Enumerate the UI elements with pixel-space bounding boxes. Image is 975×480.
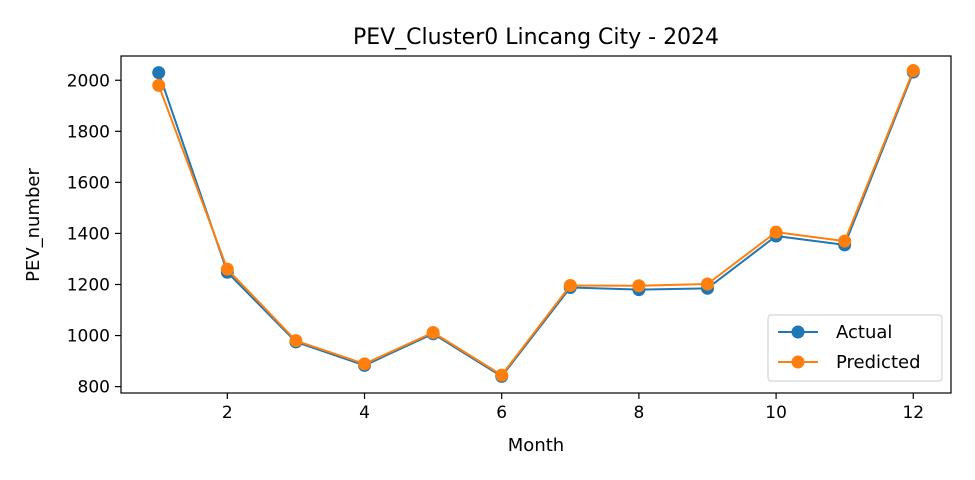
x-tick-label: 8 [633, 403, 644, 423]
series-line-predicted [157, 70, 915, 377]
x-tick-label: 10 [765, 403, 787, 423]
y-tick-label: 800 [78, 378, 110, 398]
series-line-actual [157, 71, 915, 378]
data-point-predicted [700, 277, 714, 291]
y-tick-label: 1800 [67, 122, 110, 142]
data-point-predicted [769, 225, 783, 239]
x-tick-label: 6 [496, 403, 507, 423]
chart-title: PEV_Cluster0 Lincang City - 2024 [353, 25, 719, 50]
legend-actual-label: Actual [836, 322, 892, 343]
data-point-predicted [563, 279, 577, 293]
legend-predicted-marker [791, 355, 805, 369]
data-point-predicted [220, 262, 234, 276]
y-tick-label: 1600 [67, 173, 110, 193]
y-axis-label: PEV_number [23, 168, 44, 282]
y-tick-label: 1000 [67, 327, 110, 347]
data-point-predicted [152, 78, 166, 92]
data-point-predicted [358, 357, 372, 371]
x-axis-label: Month [508, 435, 564, 456]
y-tick-label: 1400 [67, 224, 110, 244]
legend-actual-marker [791, 325, 805, 339]
legend: Actual Predicted [767, 314, 943, 382]
x-axis: 2 4 6 8 10 12 [222, 393, 924, 423]
x-tick-label: 12 [902, 403, 924, 423]
data-point-predicted [838, 234, 852, 248]
y-tick-label: 2000 [67, 71, 110, 91]
data-point-predicted [289, 334, 303, 348]
data-point-predicted [906, 64, 920, 78]
data-point-predicted [426, 325, 440, 339]
data-point-predicted [495, 368, 509, 382]
x-tick-label: 2 [222, 403, 233, 423]
y-tick-label: 1200 [67, 275, 110, 295]
series-layer [152, 64, 920, 383]
data-point-actual [152, 66, 166, 80]
data-point-predicted [632, 279, 646, 293]
x-tick-label: 4 [359, 403, 370, 423]
y-axis: 800 1000 1200 1400 1600 1800 2000 [67, 71, 121, 398]
legend-predicted-label: Predicted [836, 352, 921, 373]
